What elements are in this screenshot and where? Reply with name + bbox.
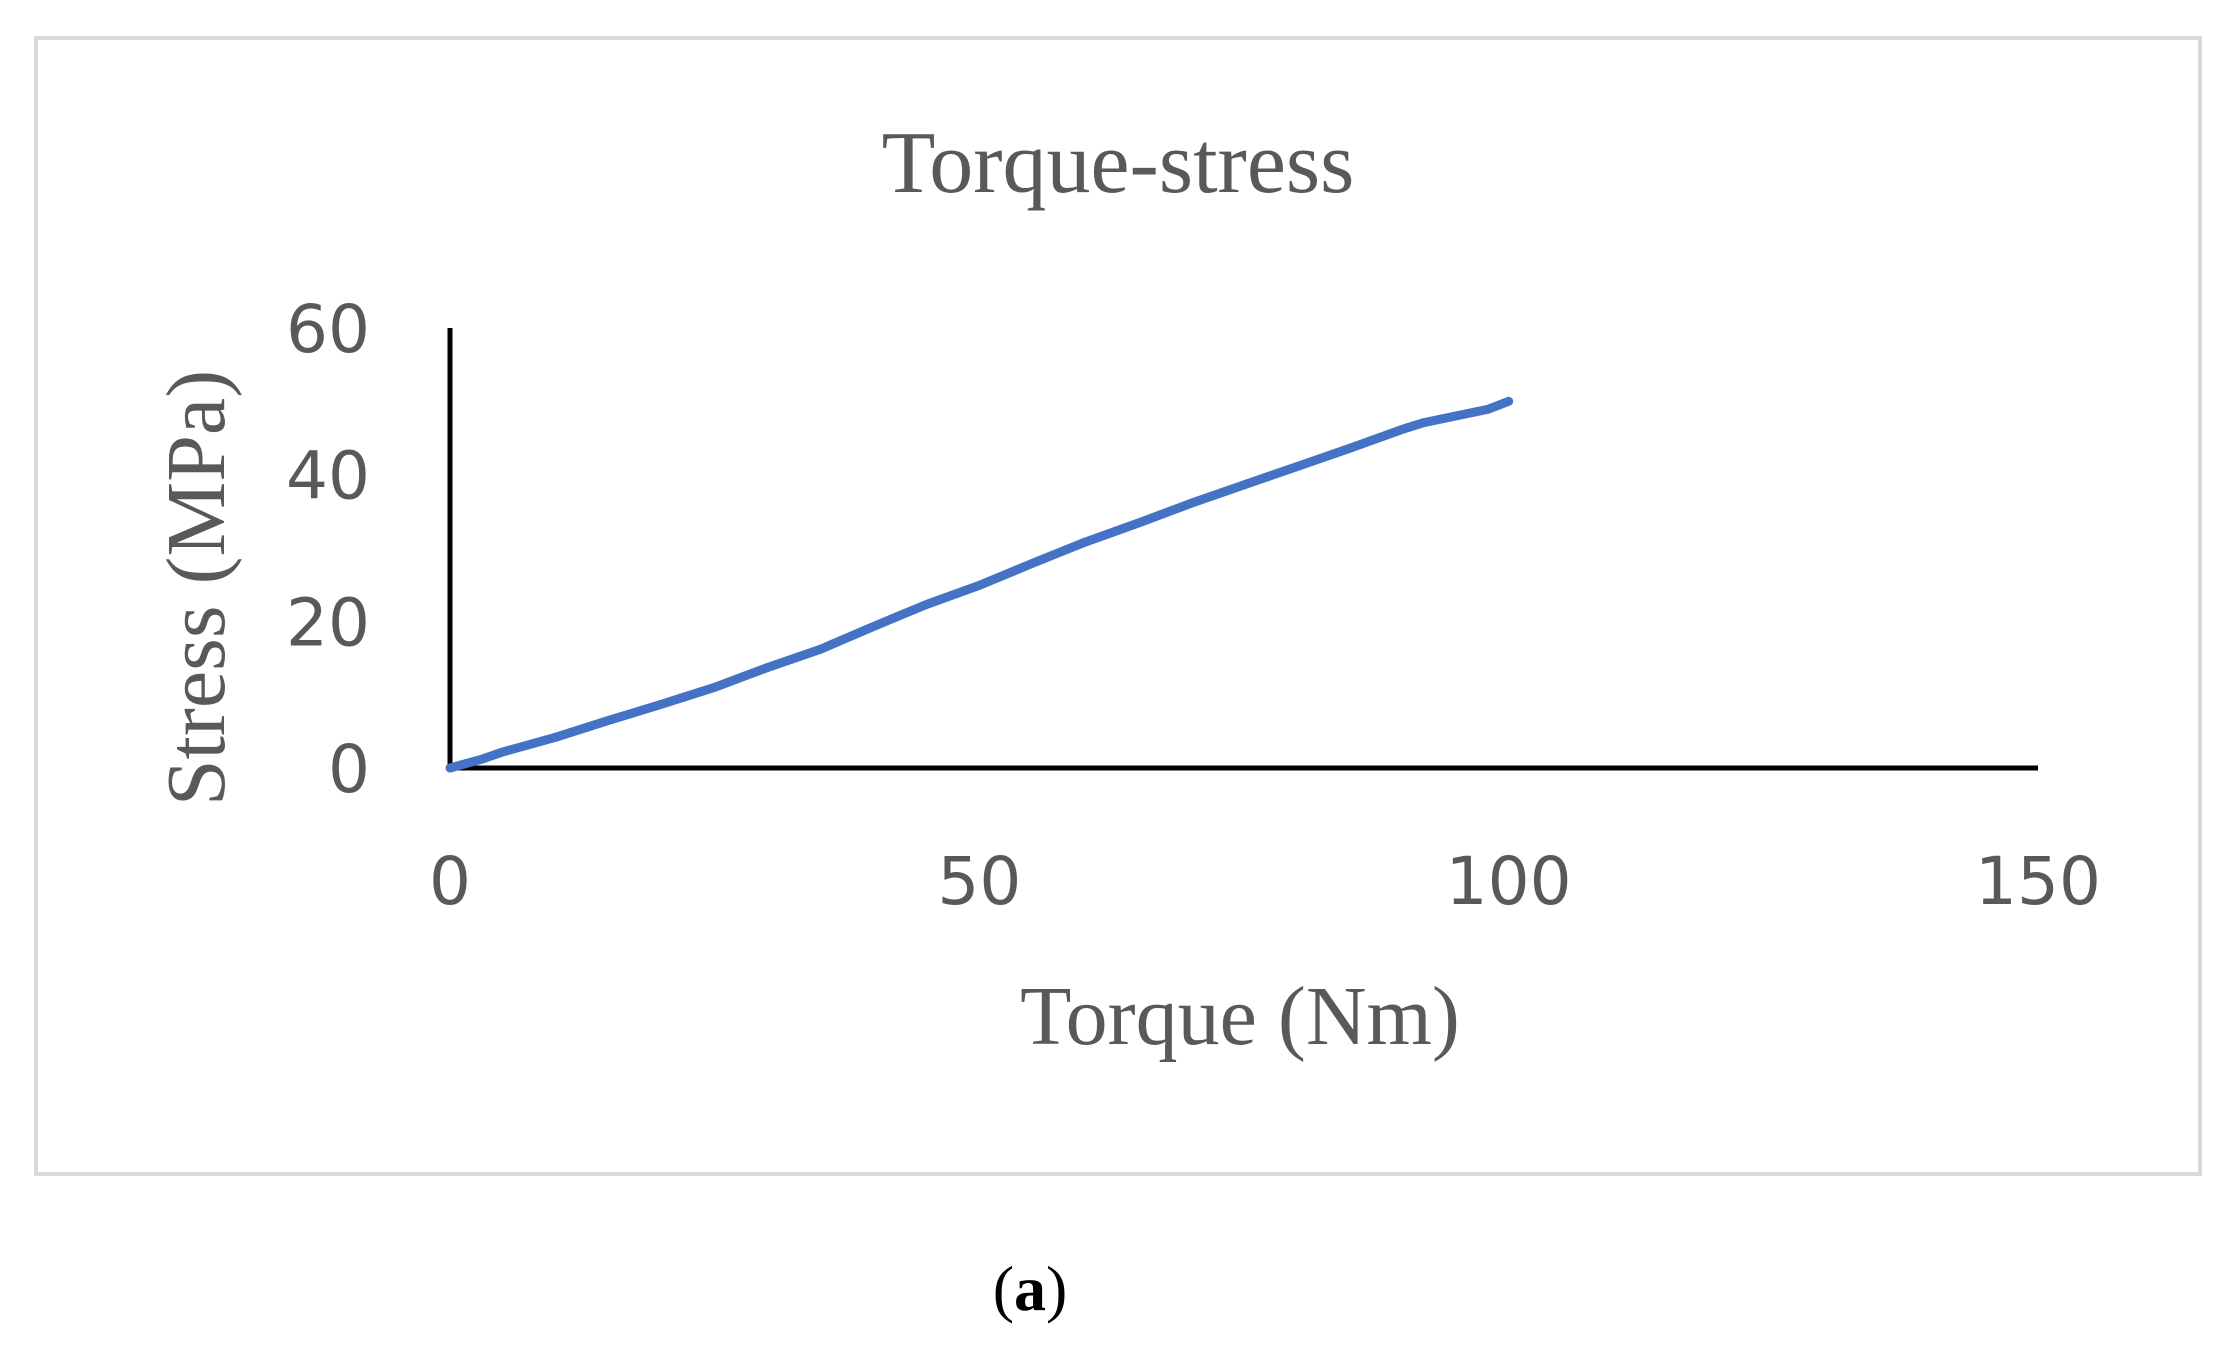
x-tick-label: 50: [937, 843, 1021, 920]
caption-letter: a: [1014, 1253, 1046, 1324]
x-tick-label: 100: [1446, 843, 1572, 920]
x-tick-label: 150: [1975, 843, 2101, 920]
x-tick-labels: 0 50 100 150: [429, 843, 2101, 920]
caption-close-paren: ): [1046, 1253, 1067, 1324]
series-line: [445, 396, 1514, 773]
caption-open-paren: (: [993, 1253, 1014, 1324]
series-group: [445, 396, 1514, 773]
y-tick-label: 60: [286, 291, 370, 368]
y-tick-label: 20: [286, 584, 370, 661]
y-tick-label: 40: [286, 438, 370, 515]
x-axis-title: Torque (Nm): [1020, 970, 1460, 1063]
x-tick-label: 0: [429, 843, 471, 920]
y-tick-labels: 0 20 40 60: [286, 291, 370, 808]
chart-area-border: [34, 36, 2202, 1176]
figure-caption: (a): [993, 1253, 1068, 1324]
y-axis-title: Stress (MPa): [150, 370, 243, 806]
chart-title: Torque-stress: [882, 115, 1355, 212]
y-tick-label: 0: [328, 731, 370, 808]
